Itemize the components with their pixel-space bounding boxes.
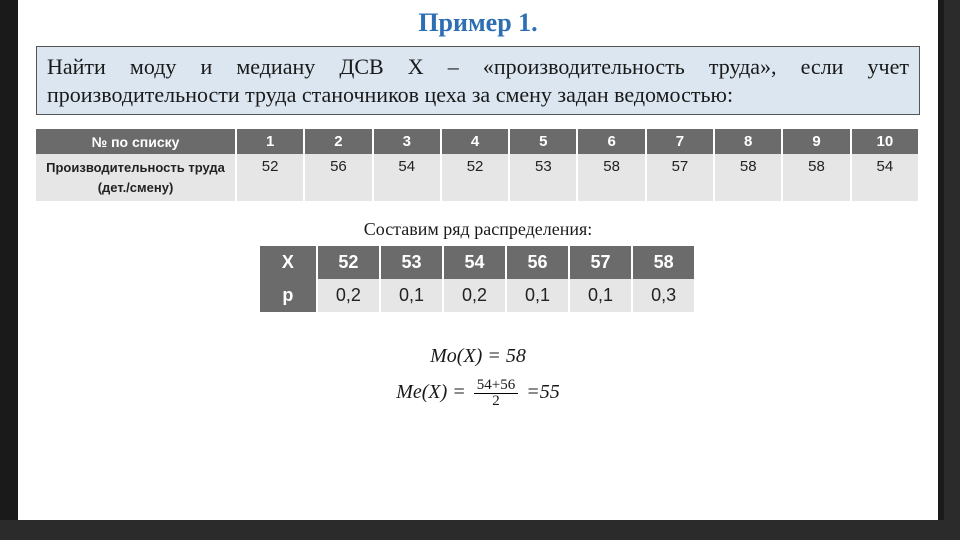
problem-statement: Найти моду и медиану ДСВ Х – «производит… <box>36 46 920 115</box>
t1-v: 52 <box>441 154 509 201</box>
t2-x-label: X <box>260 246 317 279</box>
t1-h: 10 <box>851 129 919 154</box>
t1-h: 1 <box>236 129 304 154</box>
t1-v: 56 <box>304 154 372 201</box>
t2-p: 0,1 <box>506 279 569 312</box>
t1-v: 58 <box>782 154 850 201</box>
t1-v: 54 <box>373 154 441 201</box>
t1-h: 8 <box>714 129 782 154</box>
t2-x: 56 <box>506 246 569 279</box>
t2-x: 53 <box>380 246 443 279</box>
formulas-block: Mo(X) = 58 Me(X) = 54+56 2 =55 <box>18 338 938 410</box>
accent-bottom <box>0 520 960 540</box>
t2-p: 0,1 <box>569 279 632 312</box>
accent-right <box>944 0 960 538</box>
t1-v: 54 <box>851 154 919 201</box>
me-result: =55 <box>526 381 560 403</box>
t1-v: 57 <box>646 154 714 201</box>
fraction: 54+56 2 <box>474 378 518 409</box>
example-title: Пример 1. <box>18 0 938 38</box>
frac-num: 54+56 <box>474 378 518 394</box>
t2-p: 0,3 <box>632 279 695 312</box>
distribution-caption: Составим ряд распределения: <box>18 219 938 240</box>
t1-h: 3 <box>373 129 441 154</box>
distribution-table: X 52 53 54 56 57 58 p 0,2 0,1 0,2 0,1 0,… <box>260 246 696 312</box>
formula-median: Me(X) = 54+56 2 =55 <box>18 374 938 410</box>
t2-x: 52 <box>317 246 380 279</box>
t1-v: 52 <box>236 154 304 201</box>
t1-h: 5 <box>509 129 577 154</box>
t2-p: 0,2 <box>317 279 380 312</box>
t1-h: 6 <box>577 129 645 154</box>
t2-p: 0,2 <box>443 279 506 312</box>
t1-h: 2 <box>304 129 372 154</box>
t1-row1-label: № по списку <box>36 129 236 154</box>
me-left: Me(X) = <box>396 381 466 403</box>
t1-v: 53 <box>509 154 577 201</box>
formula-mode: Mo(X) = 58 <box>18 338 938 374</box>
data-table-1: № по списку 1 2 3 4 5 6 7 8 9 10 Произво… <box>36 129 920 201</box>
t1-h: 7 <box>646 129 714 154</box>
t2-p-label: p <box>260 279 317 312</box>
t1-v: 58 <box>714 154 782 201</box>
t1-h: 9 <box>782 129 850 154</box>
t1-v: 58 <box>577 154 645 201</box>
t2-x: 54 <box>443 246 506 279</box>
t1-row2-label: Производительность труда (дет./смену) <box>36 154 236 201</box>
t2-p: 0,1 <box>380 279 443 312</box>
slide: Пример 1. Найти моду и медиану ДСВ Х – «… <box>18 0 938 520</box>
t2-x: 57 <box>569 246 632 279</box>
t2-x: 58 <box>632 246 695 279</box>
t1-h: 4 <box>441 129 509 154</box>
frac-den: 2 <box>474 394 518 409</box>
